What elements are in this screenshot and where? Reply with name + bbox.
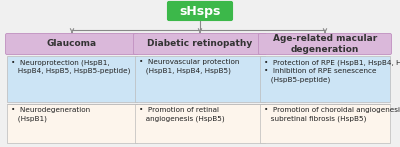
Text: •  Neurovascular protection
   (HspB1, HspB4, HspB5): • Neurovascular protection (HspB1, HspB4… <box>139 59 239 74</box>
FancyBboxPatch shape <box>6 34 138 55</box>
FancyBboxPatch shape <box>260 56 390 102</box>
FancyBboxPatch shape <box>7 56 137 102</box>
FancyBboxPatch shape <box>260 104 390 143</box>
Text: Glaucoma: Glaucoma <box>47 40 97 49</box>
FancyBboxPatch shape <box>258 34 392 55</box>
FancyBboxPatch shape <box>168 1 232 20</box>
Text: Diabetic retinopathy: Diabetic retinopathy <box>147 40 253 49</box>
Text: •  Promotion of choroidal angiogenesis and
   subretinal fibrosis (HspB5): • Promotion of choroidal angiogenesis an… <box>264 107 400 122</box>
FancyBboxPatch shape <box>7 104 137 143</box>
Text: •  Neurodegeneration
   (HspB1): • Neurodegeneration (HspB1) <box>11 107 90 122</box>
Text: •  Neuroprotection (HspB1,
   HspB4, HspB5, HspB5-peptide): • Neuroprotection (HspB1, HspB4, HspB5, … <box>11 59 130 75</box>
Text: •  Promotion of retinal
   angiogenesis (HspB5): • Promotion of retinal angiogenesis (Hsp… <box>139 107 225 122</box>
Text: •  Protection of RPE (HspB1, HspB4, HspB5)
•  Inhibition of RPE senescence
   (H: • Protection of RPE (HspB1, HspB4, HspB5… <box>264 59 400 83</box>
Text: sHsps: sHsps <box>179 5 221 17</box>
FancyBboxPatch shape <box>135 104 265 143</box>
Text: Age-related macular
degeneration: Age-related macular degeneration <box>273 34 377 54</box>
FancyBboxPatch shape <box>135 56 265 102</box>
FancyBboxPatch shape <box>134 34 266 55</box>
